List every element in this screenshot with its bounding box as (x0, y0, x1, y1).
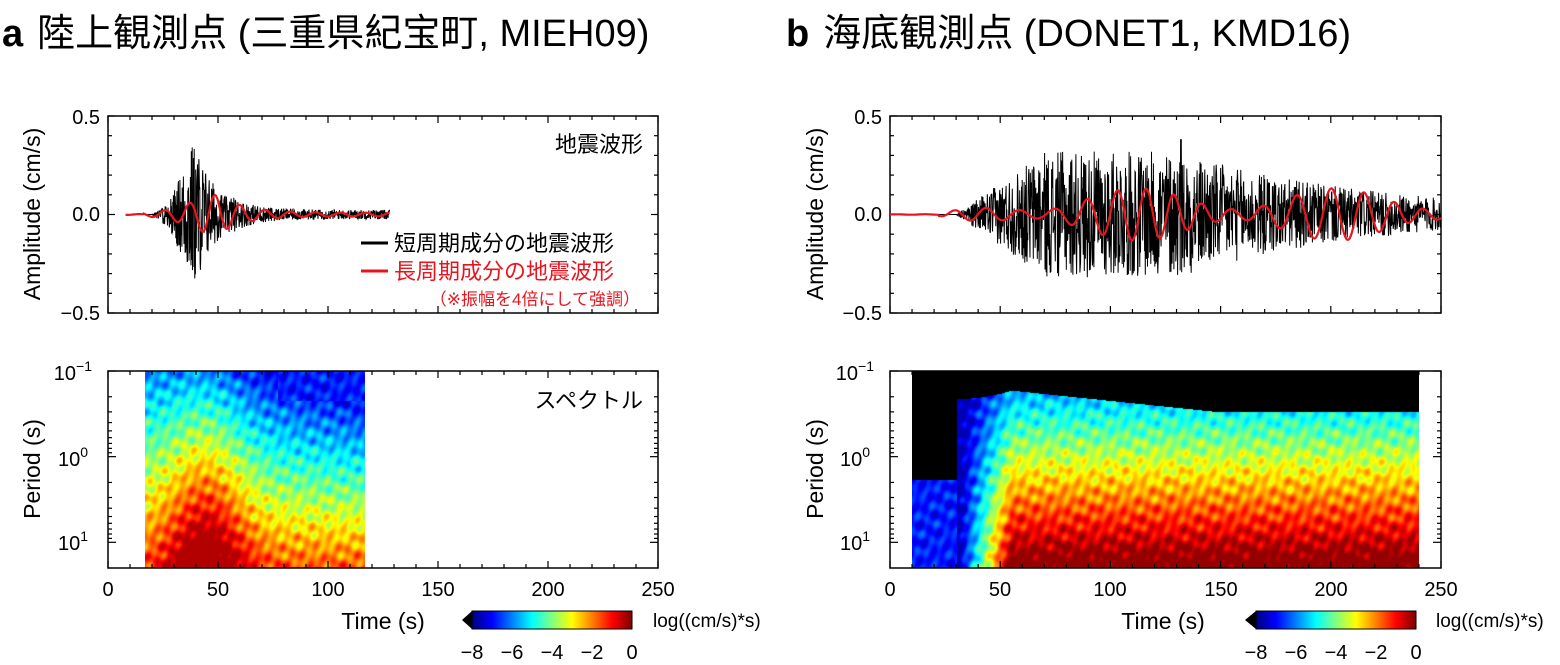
panel-a-x-tick-200: 200 (531, 579, 564, 601)
panel-b-x-tick-100: 100 (1093, 579, 1126, 601)
panel-a-title: a 陸上観測点 (三重県紀宝町, MIEH09) (2, 2, 649, 57)
panel-b-x-tick-200: 200 (1314, 579, 1347, 601)
panel-a-colorbar (471, 610, 633, 630)
legend-long-label: 長周期成分の地震波形 (394, 259, 614, 284)
panel-a-spectrum-frame (107, 370, 659, 569)
panel-b-cbar-tick-1: −6 (1285, 642, 1308, 664)
panel-b-cbar-tick-4: 0 (1410, 642, 1421, 664)
panel-b-short-period-line (890, 139, 1442, 278)
panel-a-amplitude-label: Amplitude (cm/s) (19, 128, 45, 301)
panel-a-waveform-label: 地震波形 (555, 132, 643, 157)
panel-b-title-text: 海底観測点 (DONET1, KMD16) (823, 13, 1352, 55)
panel-a-colorbar-label: log((cm/s)*s) (653, 611, 761, 632)
panel-b-cbar-tick-3: −2 (1365, 642, 1388, 664)
panel-b-waveform-ticks (889, 115, 1442, 314)
panel-a-colorbar-arrow (462, 611, 472, 629)
panel-a-x-tick-50: 50 (207, 579, 229, 601)
panel-a-short-period-line (125, 147, 391, 279)
panel-b-colorbar-arrow (1245, 611, 1256, 629)
panel-b-spectrum-ticks (889, 370, 1442, 568)
panel-a-cbar-tick-1: −6 (501, 642, 524, 664)
panel-b-period-label: Period (s) (802, 419, 828, 519)
panel-a-time-label: Time (s) (341, 608, 424, 634)
panel-b-amplitude-label: Amplitude (cm/s) (802, 128, 828, 301)
panel-b-colorbar-label: log((cm/s)*s) (1436, 611, 1544, 632)
panel-a-title-text: 陸上観測点 (三重県紀宝町, MIEH09) (37, 13, 650, 55)
panel-a-waveform-ticks (107, 115, 659, 314)
panel-a-period-label: Period (s) (19, 419, 45, 519)
panel-a-x-tick-150: 150 (421, 579, 454, 601)
panel-b-period-tick-2: 100 (840, 444, 870, 471)
panel-a-cbar-tick-2: −4 (541, 642, 564, 664)
panel-a-amp-tick-top: 0.5 (72, 107, 100, 129)
panel-b-x-tick-150: 150 (1204, 579, 1237, 601)
panel-a-period-tick-3: 101 (58, 528, 88, 555)
panel-a-letter: a (2, 13, 24, 55)
legend-short-label: 短周期成分の地震波形 (394, 231, 614, 256)
panel-b-spectrogram (912, 371, 1419, 568)
panel-b-period-tick-3: 101 (840, 528, 870, 555)
panel-a-x-tick-250: 250 (641, 579, 674, 601)
panel-a-x-tick-0: 0 (102, 579, 113, 601)
legend-note: （※振幅を4倍にして強調） (430, 290, 640, 309)
panel-a-period-tick-2: 100 (58, 444, 88, 471)
panel-b-x-tick-0: 0 (884, 579, 895, 601)
panel-b-title: b 海底観測点 (DONET1, KMD16) (786, 2, 1351, 57)
panel-a-spectrum-ticks (107, 370, 659, 568)
panel-a-cbar-tick-0: −8 (461, 642, 484, 664)
panel-b-amp-tick-top: 0.5 (854, 107, 882, 129)
panel-a-spectrogram (145, 371, 365, 568)
panel-b-x-tick-50: 50 (989, 579, 1011, 601)
panel-a-cbar-tick-3: −2 (581, 642, 604, 664)
panel-b-period-tick-1: 10−1 (836, 358, 874, 385)
panel-a: 0.5 0.0 −0.5 Amplitude (cm/s) 地震波形 短周期成分… (19, 107, 761, 664)
panel-b: 0.5 0.0 −0.5 Amplitude (cm/s) 10−1 100 1… (802, 107, 1544, 664)
panel-a-spectrum-label: スペクトル (535, 388, 643, 413)
panel-b-long-period-line (890, 187, 1442, 242)
panel-b-amp-tick-mid: 0.0 (854, 204, 882, 226)
panel-b-letter: b (786, 13, 810, 55)
panel-b-cbar-tick-2: −4 (1325, 642, 1348, 664)
panel-a-period-tick-1: 10−1 (54, 358, 92, 385)
panel-b-time-label: Time (s) (1121, 608, 1204, 634)
panel-b-amp-tick-bottom: −0.5 (843, 303, 882, 325)
panel-a-long-period-line (125, 193, 390, 233)
panel-b-x-tick-250: 250 (1424, 579, 1457, 601)
panel-b-colorbar (1255, 610, 1417, 630)
panel-b-cbar-tick-0: −8 (1245, 642, 1268, 664)
panel-a-amp-tick-mid: 0.0 (72, 204, 100, 226)
panel-a-cbar-tick-4: 0 (626, 642, 637, 664)
panel-b-spectrum-frame (889, 370, 1442, 569)
panel-a-amp-tick-bottom: −0.5 (61, 303, 100, 325)
panel-a-x-tick-100: 100 (311, 579, 344, 601)
